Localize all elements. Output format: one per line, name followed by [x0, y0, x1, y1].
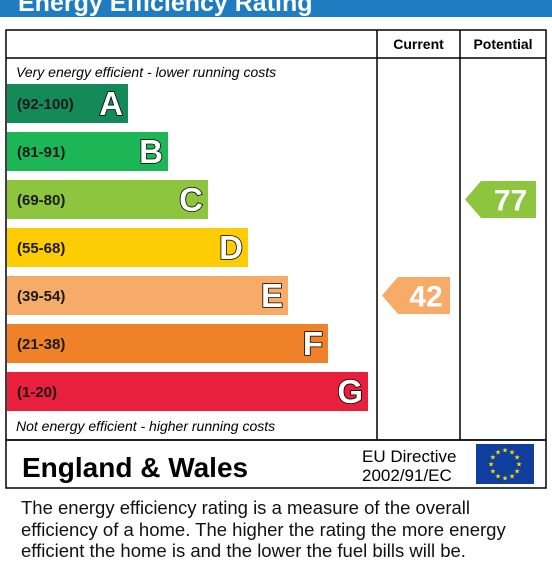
band-range-a: (92-100) [17, 96, 74, 113]
band-bar-g [7, 372, 368, 411]
band-bar-f [7, 324, 328, 363]
description-line-1: The energy efficiency rating is a measur… [21, 497, 471, 518]
eu-flag-star-icon: ★ [514, 454, 520, 462]
band-letter-d: D [219, 229, 243, 266]
region-label: England & Wales [22, 452, 248, 483]
eu-flag-star-icon: ★ [488, 461, 494, 469]
bottom-caption: Not energy efficient - higher running co… [16, 418, 275, 434]
eu-flag-star-icon: ★ [516, 461, 522, 469]
current-arrow [382, 277, 450, 314]
band-letter-b: B [139, 133, 163, 170]
current-column-header: Current [393, 36, 444, 52]
eu-flag-star-icon: ★ [502, 447, 508, 455]
current-rating-value: 42 [409, 281, 442, 314]
energy-rating-chart: Current Potential Very energy efficient - … [5, 29, 547, 489]
chart-title: Energy Efficiency Rating [18, 0, 313, 17]
footer-frame [5, 439, 547, 489]
band-range-d: (55-68) [17, 240, 65, 257]
eu-flag-star-icon: ★ [490, 468, 496, 476]
band-bar-b [7, 132, 168, 171]
title-bar: Energy Efficiency Rating [0, 0, 552, 17]
description-line-2: efficiency of a home. The higher the rat… [21, 518, 506, 540]
band-range-b: (81-91) [17, 144, 65, 161]
potential-rating-value: 77 [494, 185, 527, 218]
band-letter-e: E [261, 277, 283, 314]
band-range-c: (69-80) [17, 192, 65, 209]
eu-flag-star-icon: ★ [495, 448, 501, 456]
band-range-f: (21-38) [17, 336, 65, 353]
potential-column-header: Potential [473, 36, 532, 52]
description-text: The energy efficiency rating is a measur… [21, 497, 546, 562]
eu-flag-icon [476, 444, 534, 484]
band-range-g: (1-20) [17, 384, 57, 401]
eu-flag-star-icon: ★ [502, 475, 508, 483]
eu-flag-star-icon: ★ [514, 468, 520, 476]
eu-flag-star-icon: ★ [509, 473, 515, 481]
band-letter-c: C [179, 181, 203, 218]
eu-flag-star-icon: ★ [509, 448, 515, 456]
band-bar-e [7, 276, 288, 315]
band-bar-c [7, 180, 208, 219]
eu-flag-star-icon: ★ [495, 473, 501, 481]
directive-line-1: EU Directive [362, 447, 456, 466]
band-range-e: (39-54) [17, 288, 65, 305]
eu-flag-star-icon: ★ [490, 454, 496, 462]
top-caption: Very energy efficient - lower running co… [16, 64, 276, 80]
band-letter-f: F [303, 325, 323, 362]
band-bar-a [7, 84, 128, 123]
band-letter-a: A [99, 85, 123, 122]
band-letter-g: G [337, 373, 363, 410]
directive-line-2: 2002/91/EC [362, 466, 452, 485]
potential-arrow [465, 181, 536, 218]
description-line-3: efficient the home is and the lower the … [21, 540, 466, 561]
band-bar-d [7, 228, 248, 267]
